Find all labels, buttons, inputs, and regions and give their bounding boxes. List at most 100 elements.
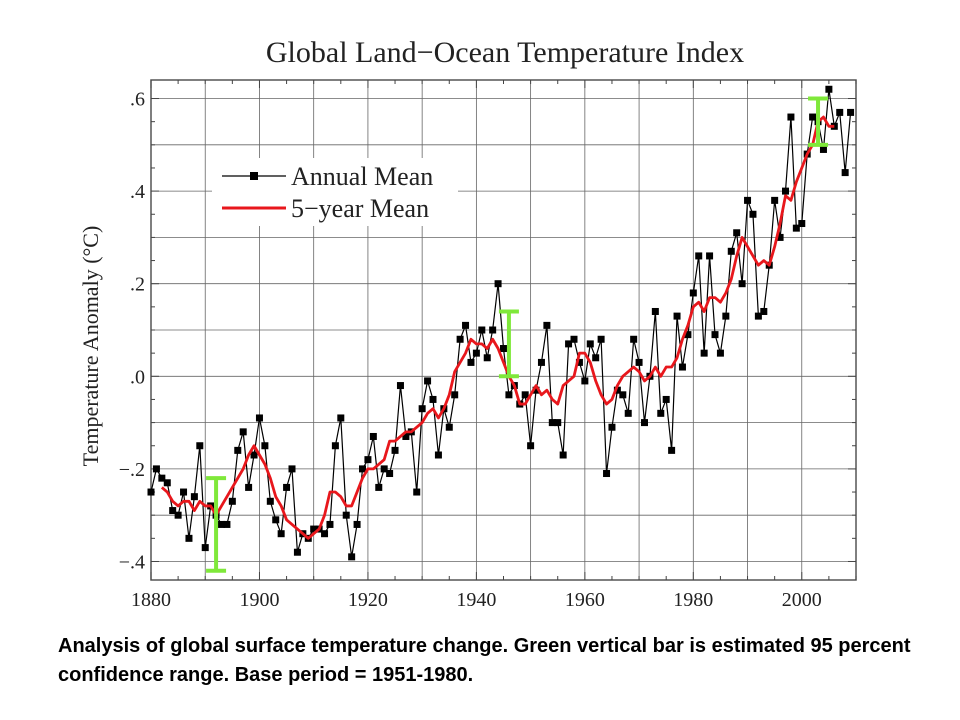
annual-mean-point (689, 289, 697, 297)
confidence-bars (206, 96, 829, 573)
annual-mean-point (738, 280, 746, 288)
annual-mean-point (429, 395, 437, 403)
annual-mean-point (467, 358, 475, 366)
annual-mean-point (792, 224, 800, 232)
annual-mean-point (337, 414, 345, 422)
annual-mean-point (283, 483, 291, 491)
annual-mean-point (250, 451, 258, 459)
annual-mean-point (603, 470, 611, 478)
annual-mean-point (152, 465, 160, 473)
annual-mean-point (706, 252, 714, 260)
annual-mean-point (321, 530, 329, 538)
annual-mean-point (630, 335, 638, 343)
annual-mean-point (266, 497, 274, 505)
annual-mean-point (391, 446, 399, 454)
annual-mean-point (678, 363, 686, 371)
annual-mean-point (380, 465, 388, 473)
annual-mean-point (733, 229, 741, 237)
annual-mean-point (586, 340, 594, 348)
annual-mean-point (434, 451, 442, 459)
annual-mean-point (836, 108, 844, 116)
annual-mean-point (754, 312, 762, 320)
annual-mean-point (500, 345, 507, 353)
annual-mean-point (223, 520, 231, 528)
annual-mean-point (462, 321, 470, 329)
annual-mean-point (727, 247, 735, 255)
annual-mean-point (619, 391, 627, 399)
annual-mean-point (505, 391, 513, 399)
annual-mean-point (369, 432, 377, 440)
legend-annual-marker (250, 172, 258, 180)
y-tick-label: −.2 (119, 459, 145, 481)
annual-mean-point (651, 307, 659, 315)
y-tick-label: .6 (130, 89, 145, 111)
annual-mean-point (760, 307, 768, 315)
annual-mean-point (581, 377, 589, 385)
annual-mean-point (239, 428, 247, 436)
annual-mean-point (190, 493, 198, 501)
annual-mean-point (543, 321, 551, 329)
legend: Annual Mean 5−year Mean (212, 158, 458, 226)
annual-mean-point (348, 553, 356, 561)
annual-mean-point (331, 442, 339, 450)
annual-mean-point (293, 548, 301, 556)
annual-mean-point (673, 312, 681, 320)
gridlines (151, 80, 856, 580)
annual-mean-point (771, 196, 779, 204)
x-tick-label: 1980 (673, 589, 713, 611)
annual-mean-point (163, 479, 171, 487)
series-5-year-mean (160, 115, 835, 540)
chart-title: Global Land−Ocean Temperature Index (266, 36, 744, 69)
annual-mean-point (402, 432, 410, 440)
annual-mean-point (537, 358, 545, 366)
annual-mean-point (592, 354, 600, 362)
annual-mean-point (559, 451, 567, 459)
x-tick-label: 1960 (565, 589, 605, 611)
annual-mean-point (597, 335, 605, 343)
annual-mean-point (288, 465, 296, 473)
annual-mean-point (613, 386, 621, 394)
x-tick-label: 1880 (131, 589, 171, 611)
annual-mean-point (359, 465, 366, 473)
annual-mean-point (451, 391, 459, 399)
annual-mean-point (744, 196, 752, 204)
annual-mean-point (424, 377, 432, 385)
annual-mean-point (825, 85, 833, 93)
annual-mean-point (819, 145, 827, 153)
x-tick-label: 1900 (239, 589, 279, 611)
annual-mean-point (662, 395, 670, 403)
annual-mean-point (635, 358, 643, 366)
annual-mean-point (180, 488, 188, 496)
annual-mean-point (565, 340, 573, 348)
annual-mean-point (749, 210, 757, 218)
annual-mean-point (798, 220, 806, 228)
annual-mean-point (711, 331, 719, 339)
x-tick-label: 1920 (348, 589, 388, 611)
annual-mean-point (245, 483, 253, 491)
annual-mean-point (445, 423, 453, 431)
five-year-mean-line (160, 115, 835, 540)
annual-mean-point (456, 335, 464, 343)
annual-mean-point (570, 335, 578, 343)
annual-mean-point (521, 391, 529, 399)
annual-mean-point (396, 382, 404, 390)
annual-mean-point (722, 312, 730, 320)
annual-mean-point (310, 525, 318, 533)
annual-mean-point (478, 326, 486, 334)
legend-box (212, 158, 458, 226)
annual-mean-point (483, 354, 491, 362)
annual-mean-point (375, 483, 383, 491)
y-tick-label: .4 (130, 181, 145, 203)
annual-mean-point (413, 488, 421, 496)
y-axis: −.4 −.2 .0 .2 .4 .6 (119, 89, 856, 573)
x-tick-label: 2000 (782, 589, 822, 611)
annual-mean-point (494, 280, 502, 288)
annual-mean-point (147, 488, 155, 496)
annual-mean-point (489, 326, 497, 334)
annual-mean-point (782, 187, 789, 195)
annual-mean-point (809, 113, 817, 121)
annual-mean-point (228, 497, 236, 505)
x-axis: 1880 1900 1920 1940 1960 1980 2000 (131, 80, 857, 611)
annual-mean-point (255, 414, 263, 422)
annual-mean-point (234, 446, 242, 454)
